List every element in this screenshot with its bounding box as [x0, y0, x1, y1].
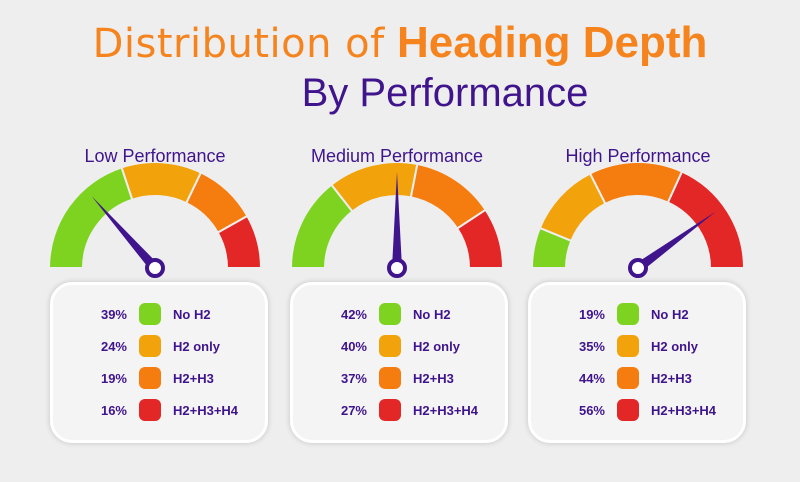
gauge-segment-h2-h3	[184, 171, 249, 235]
chart-subtitle: By Performance	[301, 71, 589, 115]
legend-label: No H2	[173, 307, 211, 322]
gauge-segment-h2-h3-h4	[666, 170, 746, 269]
legend-swatch	[379, 399, 401, 421]
legend-value: 27%	[340, 403, 367, 418]
legend-label: H2 only	[651, 339, 698, 354]
gauge-segment-h2-only	[120, 161, 203, 205]
legend-swatch	[139, 399, 161, 421]
legend-swatch	[379, 303, 401, 325]
legend-swatch	[617, 399, 639, 421]
legend-label: H2+H3+H4	[651, 403, 717, 418]
legend-label: H2+H3	[413, 371, 454, 386]
legend-label: No H2	[413, 307, 451, 322]
gauge-title-medium-performance: Medium Performance	[310, 146, 484, 166]
gauge-title-high-performance: High Performance	[565, 146, 711, 166]
legend-swatch	[617, 303, 639, 325]
chart-title: Distribution of Heading Depth	[0, 18, 800, 69]
legend-value: 19%	[578, 307, 605, 322]
legend-row: 56% H2+H3+H4	[531, 397, 743, 425]
title-prefix: Distribution of	[92, 21, 385, 67]
gauge-segment-no-h2	[530, 226, 573, 269]
gauge-medium-performance	[289, 161, 505, 269]
legend-row: 16% H2+H3+H4	[53, 397, 265, 425]
legend-row: 19% No H2	[531, 301, 743, 329]
gauge-high-performance	[530, 161, 746, 269]
legend-value: 42%	[340, 307, 367, 322]
legend-card-low-performance: 39% No H2 24% H2 only 19% H2+H3 16% H2+H3+H4	[50, 282, 268, 443]
legend-card-high-performance: 19% No H2 35% H2 only 44% H2+H3 56% H2+H3+H4	[528, 282, 746, 443]
legend-value: 44%	[578, 371, 605, 386]
legend-row: 40% H2 only	[293, 333, 505, 361]
legend-swatch	[379, 367, 401, 389]
legend-value: 16%	[100, 403, 127, 418]
gauge-segment-h2-h3-h4	[455, 208, 505, 269]
gauge-segment-h2-only	[538, 172, 607, 243]
legend-label: No H2	[651, 307, 689, 322]
legend-row: 35% H2 only	[531, 333, 743, 361]
legend-value: 40%	[340, 339, 367, 354]
legend-swatch	[617, 335, 639, 357]
legend-row: 19% H2+H3	[53, 365, 265, 393]
gauge-segment-h2-h3	[409, 162, 487, 230]
gauge-hub-high-performance	[628, 258, 648, 278]
legend-label: H2 only	[413, 339, 460, 354]
gauge-segment-no-h2	[289, 183, 354, 269]
legend-value: 37%	[340, 371, 367, 386]
legend-label: H2+H3+H4	[413, 403, 479, 418]
gauge-needle-medium-performance	[392, 172, 402, 268]
legend-value: 56%	[578, 403, 605, 418]
legend-label: H2+H3+H4	[173, 403, 239, 418]
title-highlight: Heading Depth	[396, 18, 708, 67]
legend-row: 44% H2+H3	[531, 365, 743, 393]
legend-swatch	[379, 335, 401, 357]
legend-swatch	[139, 367, 161, 389]
legend-swatch	[139, 303, 161, 325]
legend-row: 42% No H2	[293, 301, 505, 329]
gauge-segment-h2-h3	[588, 161, 684, 206]
legend-card-medium-performance: 42% No H2 40% H2 only 37% H2+H3 27% H2+H3+H4	[290, 282, 508, 443]
legend-label: H2+H3	[173, 371, 214, 386]
gauge-low-performance	[47, 161, 263, 269]
gauge-segment-h2-h3-h4	[216, 214, 263, 269]
legend-row: 27% H2+H3+H4	[293, 397, 505, 425]
legend-value: 35%	[578, 339, 605, 354]
legend-row: 24% H2 only	[53, 333, 265, 361]
legend-value: 24%	[100, 339, 127, 354]
gauge-segment-no-h2	[47, 166, 134, 269]
legend-label: H2+H3	[651, 371, 692, 386]
legend-swatch	[139, 335, 161, 357]
gauge-needle-high-performance	[635, 211, 716, 273]
legend-swatch	[617, 367, 639, 389]
gauge-hub-low-performance	[145, 258, 165, 278]
legend-value: 39%	[100, 307, 127, 322]
legend-value: 19%	[100, 371, 127, 386]
gauge-needle-low-performance	[91, 195, 159, 272]
gauge-title-low-performance: Low Performance	[84, 146, 226, 166]
gauge-hub-medium-performance	[387, 258, 407, 278]
legend-label: H2 only	[173, 339, 220, 354]
gauge-segment-h2-only	[330, 161, 419, 213]
legend-row: 39% No H2	[53, 301, 265, 329]
legend-row: 37% H2+H3	[293, 365, 505, 393]
